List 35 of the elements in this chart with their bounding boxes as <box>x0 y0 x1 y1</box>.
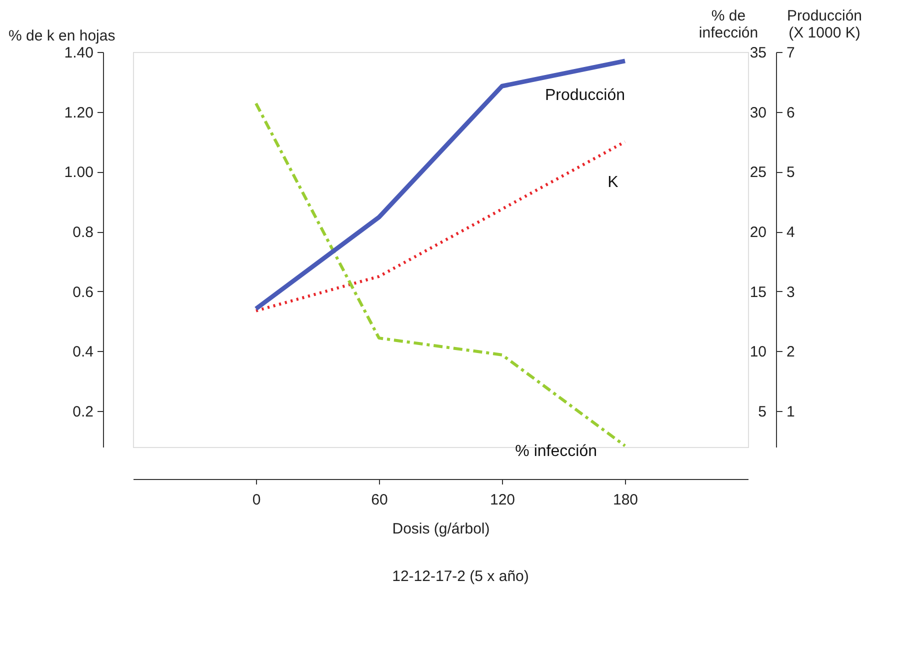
y-tick-label: 0.8 <box>72 224 94 242</box>
y-tick-label: 1.20 <box>64 104 94 122</box>
series-label: Producción <box>544 86 625 104</box>
y3-axis-title: Producción (X 1000 K) <box>786 8 862 42</box>
series-label: % infección <box>515 442 597 460</box>
y-tick-label: 0.4 <box>72 344 94 361</box>
x-tick-label: 120 <box>490 492 516 508</box>
x-tick-label: 0 <box>252 492 261 508</box>
y-axis-title: % de k en hojas <box>8 28 116 44</box>
y3-tick-label: 2 <box>786 344 795 361</box>
y2-tick-label: 10 <box>750 344 766 361</box>
x-tick-label: 60 <box>371 492 388 508</box>
x-tick-label: 180 <box>612 492 638 508</box>
y2-axis-title: % de infección <box>698 8 758 42</box>
y3-tick-label: 7 <box>786 44 795 62</box>
y2-tick-label: 30 <box>750 104 766 122</box>
y2-tick-label: 25 <box>750 164 766 182</box>
y-tick-label: 0.2 <box>72 404 94 421</box>
y3-tick-label: 1 <box>786 404 795 421</box>
y2-tick-label: 15 <box>750 284 766 301</box>
line-series <box>254 58 628 311</box>
y3-tick-label: 5 <box>786 164 795 182</box>
y2-tick-label: 5 <box>758 404 766 421</box>
y-tick-label: 0.6 <box>72 284 94 301</box>
y3-tick-label: 6 <box>786 104 795 122</box>
text: 12-12-17-2 (5 x año) <box>392 568 529 585</box>
y2-tick-label: 35 <box>750 44 766 62</box>
x-axis-title: Dosis (g/árbol) <box>392 520 490 538</box>
y-tick-label: 1.40 <box>64 44 94 62</box>
series-label: K <box>608 174 619 191</box>
line-series <box>254 140 626 312</box>
y2-tick-label: 20 <box>750 224 766 242</box>
y-tick-label: 1.00 <box>64 164 94 182</box>
y3-tick-label: 3 <box>786 284 795 301</box>
y3-tick-label: 4 <box>786 224 795 242</box>
